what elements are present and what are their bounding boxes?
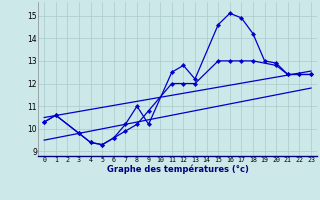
X-axis label: Graphe des températures (°c): Graphe des températures (°c) [107, 165, 249, 174]
